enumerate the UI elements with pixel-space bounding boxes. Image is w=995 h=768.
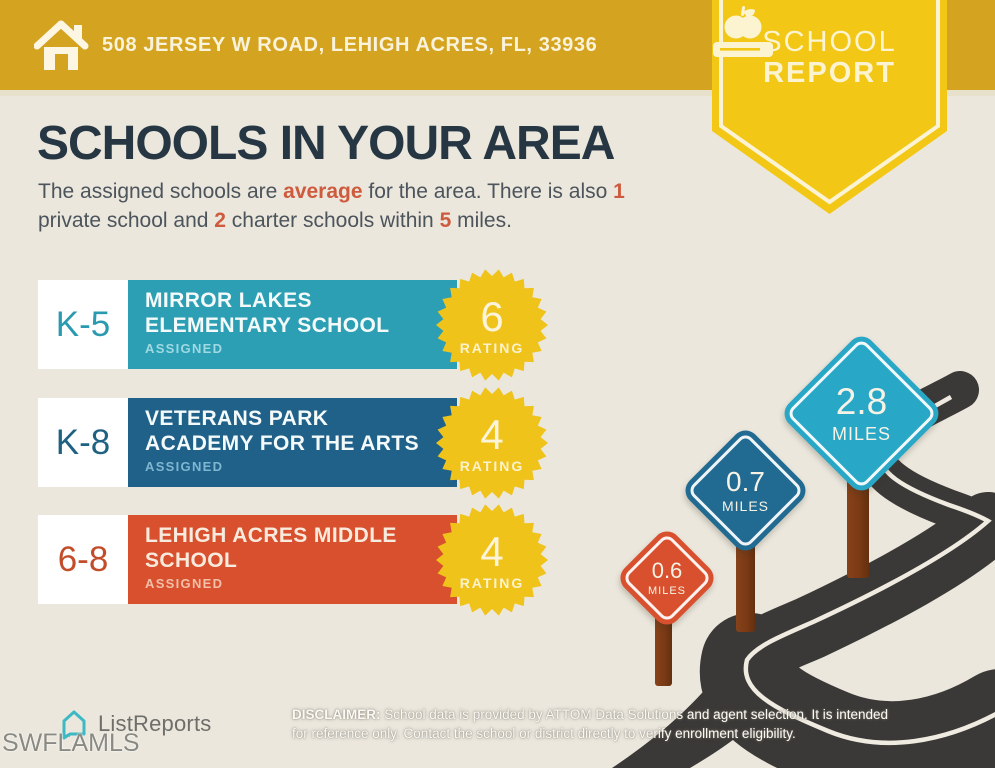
school-row: K-5 MIRROR LAKES ELEMENTARY SCHOOL ASSIG… [38,269,578,381]
home-icon [34,20,89,70]
badge-word-school: SCHOOL [762,26,897,58]
badge-word-report: REPORT [763,57,896,89]
rating-label: RATING [459,340,525,356]
rating-value: 6 [480,293,504,340]
summary-highlight-average: average [283,180,363,203]
summary-segment: charter schools within [225,208,440,232]
header-divider [0,90,995,96]
grade-range: K-8 [38,398,128,487]
summary-highlight-charter-count: 2 [214,208,226,232]
distance-sign-0-7-miles: 0.7 MILES [679,424,812,557]
school-row: 6-8 LEHIGH ACRES MIDDLE SCHOOL ASSIGNED … [38,504,578,616]
rating-starburst: 4 RATING [436,387,548,499]
grade-range: K-5 [38,280,128,369]
page-title: SCHOOLS IN YOUR AREA [37,117,615,170]
school-name-line1: LEHIGH ACRES MIDDLE [145,524,397,547]
summary-segment: private school and [38,208,215,232]
assigned-label: ASSIGNED [145,459,224,475]
listreports-house-icon [62,710,86,740]
apple-on-book-icon [713,6,773,57]
mls-watermark: SWFLAMLS [2,729,140,757]
distance-unit: MILES [647,584,686,597]
school-name-line2: ELEMENTARY SCHOOL [145,313,390,337]
distance-value: 2.8 [835,381,888,423]
rating-value: 4 [480,528,504,575]
school-name-line2: SCHOOL [145,548,238,572]
summary-segment: for the area. There is also [362,180,614,203]
school-bar: LEHIGH ACRES MIDDLE SCHOOL ASSIGNED [128,515,457,604]
assigned-label: ASSIGNED [145,576,224,592]
school-name: VETERANS PARK ACADEMY FOR THE ARTS [145,407,457,456]
rating-label: RATING [459,458,525,474]
school-name-line1: VETERANS PARK [145,407,329,430]
rating-value: 4 [480,411,504,458]
school-bar: MIRROR LAKES ELEMENTARY SCHOOL ASSIGNED [128,280,457,369]
distance-sign-0-6-miles: 0.6 MILES [614,525,720,631]
school-row: K-8 VETERANS PARK ACADEMY FOR THE ARTS A… [38,387,578,499]
property-address: 508 JERSEY W ROAD, LEHIGH ACRES, FL, 339… [102,34,598,56]
rating-starburst: 6 RATING [436,269,548,381]
grade-range: 6-8 [38,515,128,604]
summary-highlight-radius: 5 [439,208,452,232]
school-name: LEHIGH ACRES MIDDLE SCHOOL [145,524,457,573]
rating-starburst: 4 RATING [436,504,548,616]
school-name-line1: MIRROR LAKES [145,289,312,312]
distance-value: 0.7 [726,465,765,497]
summary-segment: The assigned schools are [38,180,284,203]
school-name-line2: ACADEMY FOR THE ARTS [145,431,420,455]
assigned-label: ASSIGNED [145,341,224,357]
distance-value: 0.6 [651,558,683,584]
school-name: MIRROR LAKES ELEMENTARY SCHOOL [145,289,457,338]
disclaimer-label: DISCLAIMER: [292,707,381,722]
summary-segment: miles. [451,208,512,232]
sign-post [736,528,755,632]
summary-highlight-private-count: 1 [613,180,625,203]
sign-post [847,468,869,578]
distance-unit: MILES [721,498,769,515]
disclaimer-body: School data is provided by ATTOM Data So… [292,707,889,741]
listreports-wordmark: ListReports [98,711,212,736]
school-report-badge: SCHOOL REPORT [712,0,947,218]
distance-sign-2-8-miles: 2.8 MILES [778,330,945,497]
school-bar: VETERANS PARK ACADEMY FOR THE ARTS ASSIG… [128,398,457,487]
rating-label: RATING [459,575,525,591]
listreports-logo: ListReports [58,708,211,740]
disclaimer-text: DISCLAIMER: School data is provided by A… [292,706,892,744]
distance-unit: MILES [831,423,892,444]
summary-text: The assigned schools are average for the… [38,178,688,236]
